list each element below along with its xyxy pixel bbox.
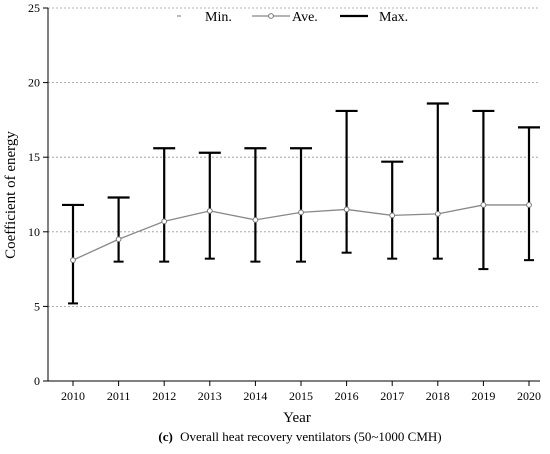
y-tick-label: 15	[28, 150, 40, 164]
y-tick-label: 25	[28, 1, 40, 15]
caption-text: Overall heat recovery ventilators (50~10…	[180, 429, 442, 444]
x-tick-label: 2019	[471, 389, 495, 403]
average-point	[526, 202, 532, 208]
x-tick-label: 2014	[243, 389, 267, 403]
average-point	[343, 206, 350, 213]
x-tick-label: 2018	[426, 389, 450, 403]
x-tick-label: 2016	[335, 389, 359, 403]
x-tick-label: 2010	[61, 389, 85, 403]
x-tick-label: 2011	[107, 389, 131, 403]
average-point	[434, 210, 441, 217]
range-bars	[62, 102, 540, 305]
average-point	[206, 208, 213, 214]
y-tick-label: 10	[28, 225, 40, 239]
average-point	[70, 257, 76, 264]
legend: Min. Ave. Max.	[177, 10, 408, 25]
y-axis-title: Coefficient of energy	[3, 131, 19, 259]
legend-max-label: Max.	[379, 10, 408, 25]
legend-ave-label: Ave.	[292, 10, 318, 25]
average-point	[252, 216, 259, 223]
average-point	[161, 218, 168, 225]
legend-ave-marker	[268, 13, 274, 19]
x-tick-label: 2017	[380, 389, 404, 403]
y-tick-label: 0	[34, 374, 40, 388]
average-point	[115, 236, 122, 243]
legend-min-label: Min.	[205, 10, 232, 25]
average-point	[389, 212, 396, 219]
caption-label: (c)	[158, 429, 172, 444]
x-tick-label: 2015	[289, 389, 313, 403]
x-tick-label: 2013	[198, 389, 222, 403]
y-tick-label: 20	[28, 76, 40, 90]
axes: 0 5 10 15 20 25 2010 2011 2012 2013 2014 2015 2016 20…	[28, 1, 541, 403]
chart-caption: (c) Overall heat recovery ventilators (5…	[158, 429, 441, 444]
x-tick-label: 2012	[152, 389, 176, 403]
x-axis-title: Year	[283, 410, 311, 426]
average-point	[480, 202, 487, 208]
average-line	[70, 202, 532, 264]
x-tick-label: 2020	[517, 389, 541, 403]
y-tick-label: 5	[34, 299, 40, 313]
grid	[48, 7, 540, 307]
average-point	[298, 209, 304, 216]
